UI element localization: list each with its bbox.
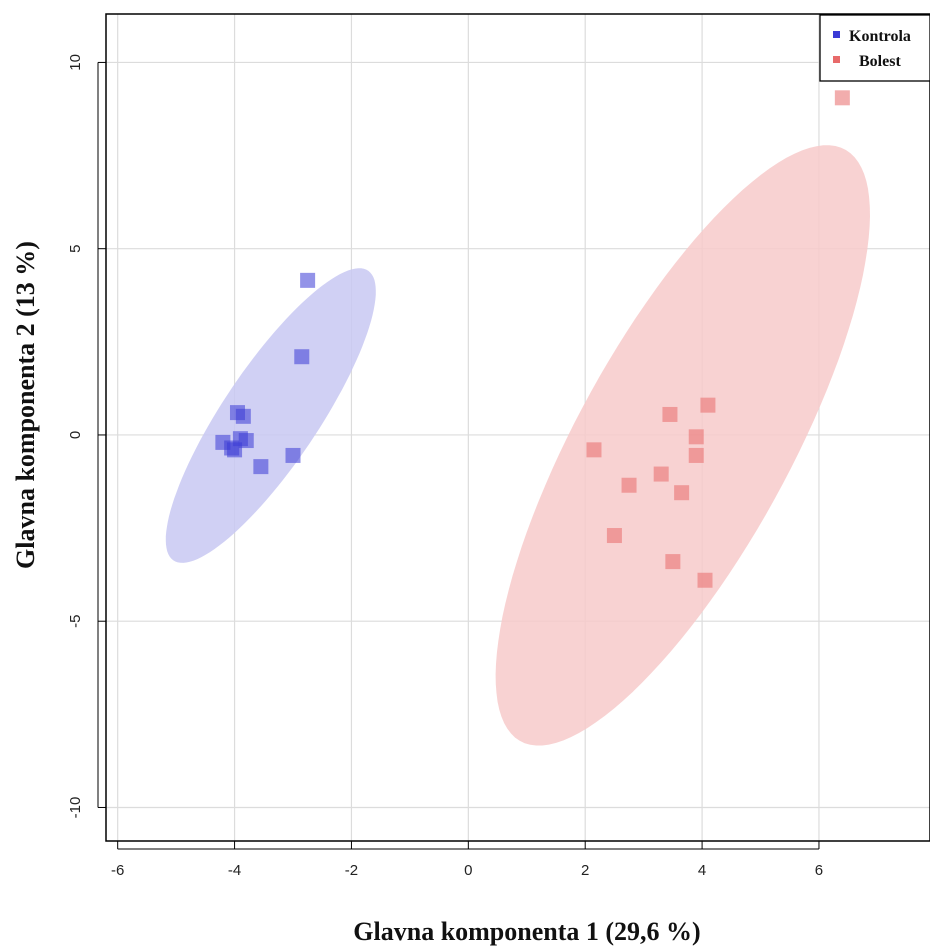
- point-kontrola: [253, 459, 269, 475]
- y-tick-label: -5: [67, 615, 84, 628]
- x-axis-title: Glavna komponenta 1 (29,6 %): [353, 917, 700, 946]
- point-bolest: [674, 485, 690, 501]
- x-axis: -6 -4 -2 0 2 4 6: [111, 841, 823, 879]
- x-tick-label: 4: [698, 862, 706, 879]
- point-bolest: [700, 397, 716, 413]
- point-bolest: [662, 406, 678, 422]
- y-tick-label: 5: [67, 245, 84, 253]
- confidence-ellipses: [165, 145, 870, 746]
- legend-box: [819, 14, 930, 82]
- x-tick-label: 6: [815, 862, 823, 879]
- data-points: [215, 90, 850, 588]
- y-axis: -10 -5 0 5 10: [67, 54, 106, 818]
- point-bolest: [688, 429, 704, 445]
- y-tick-label: -10: [67, 797, 84, 819]
- point-bolest: [665, 554, 681, 570]
- y-axis-title: Glavna komponenta 2 (13 %): [11, 241, 40, 569]
- point-bolest: [834, 90, 850, 106]
- x-tick-label: -6: [111, 862, 124, 879]
- legend: Kontrola Bolest: [819, 14, 930, 82]
- point-kontrola: [300, 272, 316, 288]
- y-tick-label: 10: [67, 54, 84, 71]
- plot-frame: [105, 13, 930, 842]
- legend-label-kontrola: Kontrola: [849, 28, 911, 45]
- point-kontrola: [238, 433, 254, 449]
- point-bolest: [653, 466, 669, 482]
- point-kontrola: [227, 442, 243, 458]
- x-tick-label: 0: [464, 862, 472, 879]
- ellipse-kontrola: [165, 268, 376, 563]
- legend-swatch-kontrola: [833, 31, 840, 38]
- point-bolest: [688, 447, 704, 463]
- point-kontrola: [235, 408, 251, 424]
- point-kontrola: [294, 349, 310, 365]
- x-tick-label: -2: [345, 862, 358, 879]
- point-bolest: [621, 477, 637, 493]
- legend-label-bolest: Bolest: [859, 53, 901, 70]
- legend-swatch-bolest: [833, 56, 840, 63]
- point-bolest: [586, 442, 602, 458]
- ellipse-bolest: [495, 145, 870, 746]
- point-bolest: [697, 572, 713, 588]
- point-bolest: [606, 528, 622, 544]
- x-tick-label: -4: [228, 862, 241, 879]
- y-tick-label: 0: [67, 431, 84, 439]
- point-kontrola: [285, 447, 301, 463]
- x-tick-label: 2: [581, 862, 589, 879]
